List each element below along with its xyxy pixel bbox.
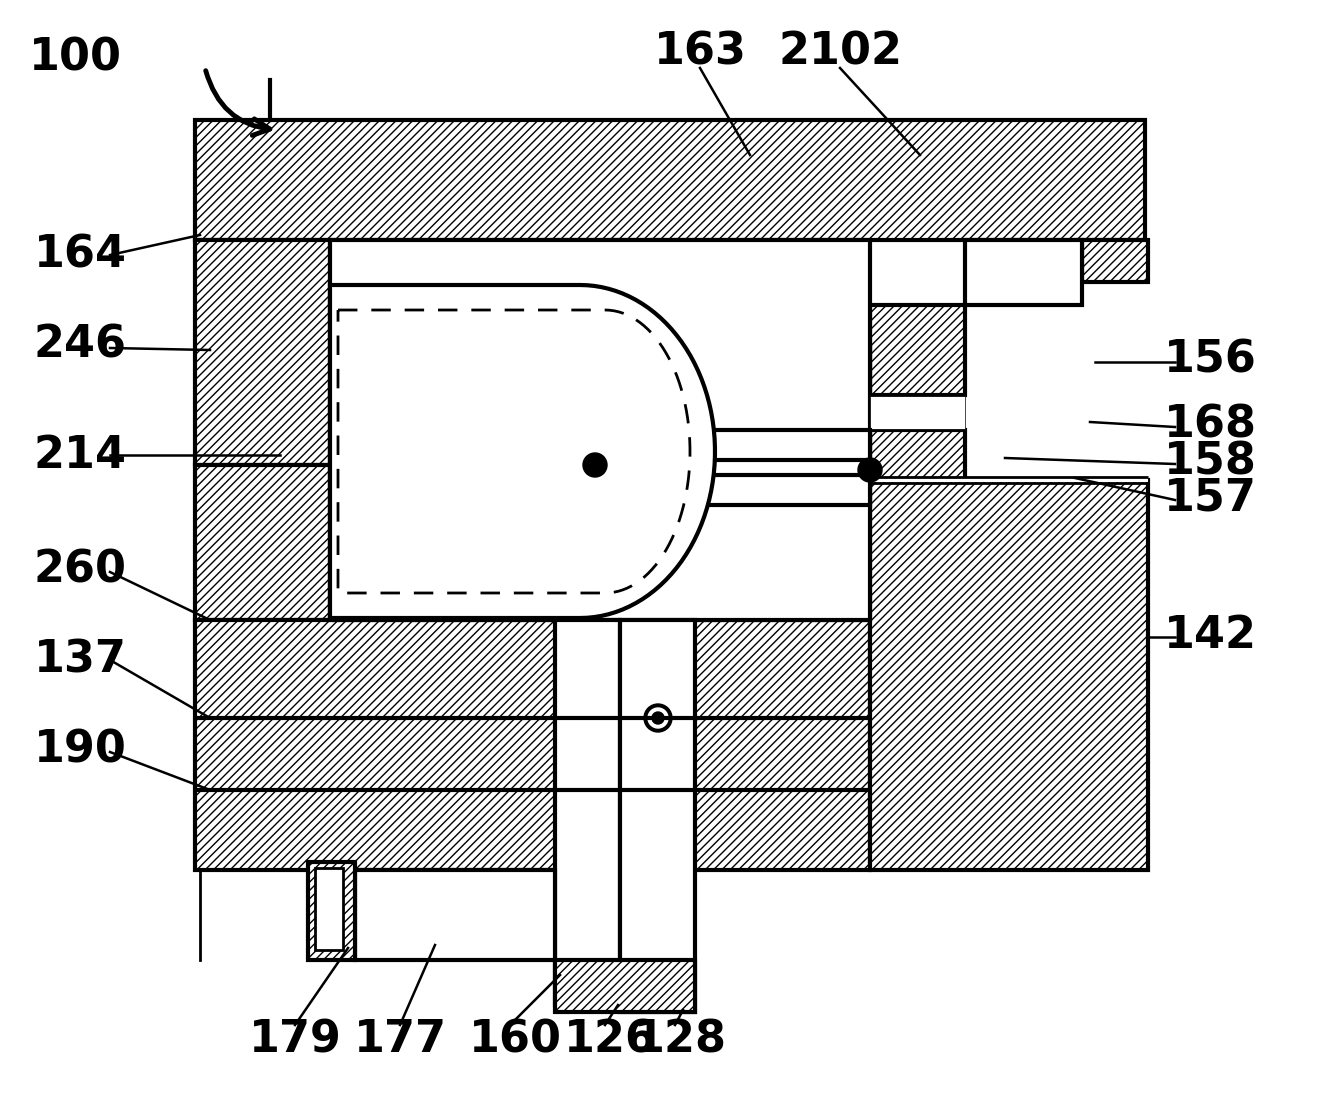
Text: 100: 100 xyxy=(29,37,121,79)
Circle shape xyxy=(648,708,667,728)
Circle shape xyxy=(652,712,663,724)
Text: 156: 156 xyxy=(1163,339,1257,381)
Polygon shape xyxy=(355,870,555,960)
Polygon shape xyxy=(966,240,1082,305)
Polygon shape xyxy=(195,465,330,620)
Text: 128: 128 xyxy=(633,1018,727,1061)
Polygon shape xyxy=(871,305,966,395)
Text: 260: 260 xyxy=(33,549,127,591)
Text: 177: 177 xyxy=(353,1018,447,1061)
Polygon shape xyxy=(309,862,355,960)
Text: 163: 163 xyxy=(653,30,747,74)
Polygon shape xyxy=(670,345,871,395)
Polygon shape xyxy=(871,430,966,480)
Circle shape xyxy=(857,458,882,482)
Text: 214: 214 xyxy=(33,434,127,476)
Circle shape xyxy=(583,453,607,477)
Polygon shape xyxy=(330,285,715,618)
Polygon shape xyxy=(620,620,695,1012)
Polygon shape xyxy=(195,120,1145,240)
Text: 126: 126 xyxy=(563,1018,657,1061)
Text: 158: 158 xyxy=(1163,440,1257,483)
Text: 179: 179 xyxy=(248,1018,342,1061)
Text: 168: 168 xyxy=(1163,404,1257,446)
Text: 142: 142 xyxy=(1163,614,1257,656)
Text: 137: 137 xyxy=(33,638,127,682)
Polygon shape xyxy=(871,395,966,430)
Polygon shape xyxy=(555,620,620,1005)
Polygon shape xyxy=(315,868,343,950)
Polygon shape xyxy=(195,240,330,465)
Polygon shape xyxy=(195,620,871,870)
Circle shape xyxy=(644,704,671,732)
Polygon shape xyxy=(871,480,1148,870)
Polygon shape xyxy=(330,240,871,620)
Polygon shape xyxy=(1082,240,1148,282)
Polygon shape xyxy=(871,477,1148,482)
Text: 246: 246 xyxy=(33,323,127,367)
Polygon shape xyxy=(595,430,871,459)
Text: 160: 160 xyxy=(468,1018,562,1061)
Text: 190: 190 xyxy=(33,729,127,771)
Text: 164: 164 xyxy=(33,234,127,276)
Polygon shape xyxy=(555,960,695,1012)
Text: 2102: 2102 xyxy=(778,30,902,74)
Text: 157: 157 xyxy=(1163,476,1257,520)
Polygon shape xyxy=(595,475,871,505)
